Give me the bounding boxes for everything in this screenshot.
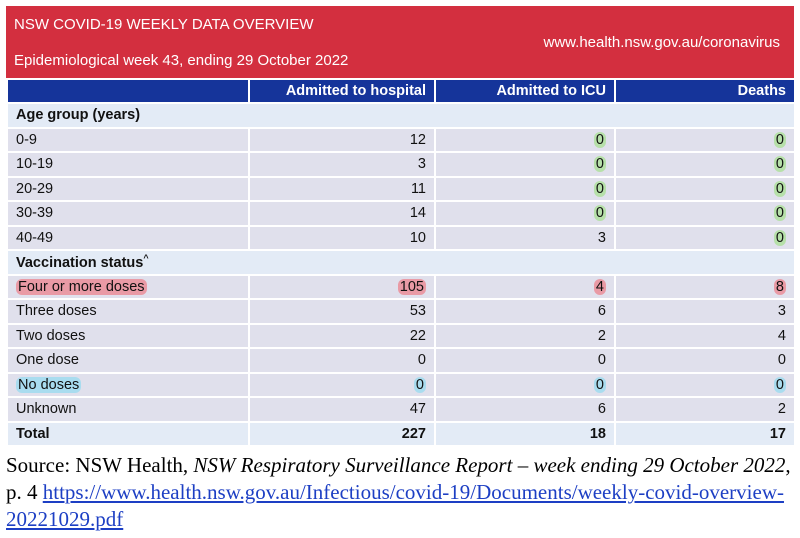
table-row: 0-9 12 0 0	[6, 126, 796, 153]
report-banner: NSW COVID-19 WEEKLY DATA OVERVIEW Epidem…	[6, 6, 794, 78]
cell-hospital: 0	[248, 371, 436, 398]
total-deaths: 17	[614, 420, 796, 447]
row-label: Four or more doses	[6, 273, 250, 300]
cell-hospital: 53	[248, 298, 436, 325]
table-row: Two doses 22 2 4	[6, 322, 796, 349]
highlight-green: 0	[593, 205, 606, 222]
highlight-green: 0	[773, 205, 786, 222]
cell-deaths: 0	[614, 175, 796, 202]
table-row: 40-49 10 3 0	[6, 224, 796, 251]
cell-deaths: 4	[614, 322, 796, 349]
report-name: NSW Respiratory Surveillance Report – we…	[193, 453, 786, 477]
table-header-row: Admitted to hospital Admitted to ICU Dea…	[6, 78, 796, 104]
source-link[interactable]: https://www.health.nsw.gov.au/Infectious…	[6, 480, 784, 531]
highlight-red: Four or more doses	[16, 278, 147, 295]
cell-deaths: 0	[614, 151, 796, 178]
table-row: Unknown 47 6 2	[6, 396, 796, 423]
table-row: Three doses 53 6 3	[6, 298, 796, 325]
highlight-blue: 0	[593, 376, 606, 393]
cell-icu: 3	[434, 224, 616, 251]
row-label: No doses	[6, 371, 250, 398]
cell-hospital: 22	[248, 322, 436, 349]
section-label: Vaccination status^	[6, 249, 796, 276]
section-vaccination-status: Vaccination status^	[6, 249, 796, 276]
cell-icu: 2	[434, 322, 616, 349]
highlight-green: 0	[593, 131, 606, 148]
highlight-green: 0	[773, 180, 786, 197]
cell-deaths: 0	[614, 200, 796, 227]
table-row: Four or more doses 105 4 8	[6, 273, 796, 300]
highlight-blue: No doses	[16, 376, 82, 393]
source-citation: Source: NSW Health, NSW Respiratory Surv…	[6, 452, 796, 533]
table-row: 10-19 3 0 0	[6, 151, 796, 178]
highlight-green: 0	[773, 229, 786, 246]
cell-deaths: 3	[614, 298, 796, 325]
cell-hospital: 105	[248, 273, 436, 300]
highlight-red: 105	[397, 278, 426, 295]
total-label: Total	[6, 420, 250, 447]
highlight-green: 0	[593, 156, 606, 173]
cell-icu: 0	[434, 175, 616, 202]
cell-deaths: 0	[614, 224, 796, 251]
banner-url: www.health.nsw.gov.au/coronavirus	[543, 34, 780, 51]
row-label: 0-9	[6, 126, 250, 153]
row-label: 30-39	[6, 200, 250, 227]
table-row: 30-39 14 0 0	[6, 200, 796, 227]
table-row: No doses 0 0 0	[6, 371, 796, 398]
highlight-green: 0	[773, 156, 786, 173]
header-hospital: Admitted to hospital	[248, 78, 436, 104]
covid-data-table: Admitted to hospital Admitted to ICU Dea…	[6, 78, 796, 447]
row-label: 40-49	[6, 224, 250, 251]
header-icu: Admitted to ICU	[434, 78, 616, 104]
row-label: 10-19	[6, 151, 250, 178]
cell-icu: 0	[434, 126, 616, 153]
table-row: 20-29 11 0 0	[6, 175, 796, 202]
cell-hospital: 10	[248, 224, 436, 251]
section-age-group: Age group (years)	[6, 102, 796, 129]
header-label-column	[6, 78, 250, 104]
highlight-blue: 0	[773, 376, 786, 393]
cell-deaths: 0	[614, 347, 796, 374]
highlight-blue: 0	[413, 376, 426, 393]
row-label: 20-29	[6, 175, 250, 202]
table-row: One dose 0 0 0	[6, 347, 796, 374]
cell-deaths: 0	[614, 371, 796, 398]
highlight-red: 4	[593, 278, 606, 295]
section-label: Age group (years)	[6, 102, 796, 129]
cell-icu: 4	[434, 273, 616, 300]
cell-hospital: 14	[248, 200, 436, 227]
highlight-red: 8	[773, 278, 786, 295]
row-label: Unknown	[6, 396, 250, 423]
row-label: Three doses	[6, 298, 250, 325]
footnote-marker: ^	[143, 253, 149, 264]
cell-icu: 0	[434, 371, 616, 398]
page-reference: , p. 4	[6, 453, 791, 504]
report-title: NSW COVID-19 WEEKLY DATA OVERVIEW	[14, 16, 314, 33]
cell-icu: 0	[434, 200, 616, 227]
cell-icu: 6	[434, 396, 616, 423]
cell-deaths: 2	[614, 396, 796, 423]
cell-deaths: 8	[614, 273, 796, 300]
header-deaths: Deaths	[614, 78, 796, 104]
cell-deaths: 0	[614, 126, 796, 153]
total-icu: 18	[434, 420, 616, 447]
highlight-green: 0	[773, 131, 786, 148]
cell-icu: 0	[434, 151, 616, 178]
source-prefix: Source: NSW Health,	[6, 453, 194, 477]
row-label: One dose	[6, 347, 250, 374]
report-subtitle: Epidemiological week 43, ending 29 Octob…	[14, 52, 349, 69]
total-row: Total 227 18 17	[6, 420, 796, 447]
cell-hospital: 47	[248, 396, 436, 423]
cell-hospital: 11	[248, 175, 436, 202]
cell-icu: 6	[434, 298, 616, 325]
cell-hospital: 0	[248, 347, 436, 374]
cell-icu: 0	[434, 347, 616, 374]
row-label: Two doses	[6, 322, 250, 349]
cell-hospital: 12	[248, 126, 436, 153]
cell-hospital: 3	[248, 151, 436, 178]
highlight-green: 0	[593, 180, 606, 197]
total-hospital: 227	[248, 420, 436, 447]
